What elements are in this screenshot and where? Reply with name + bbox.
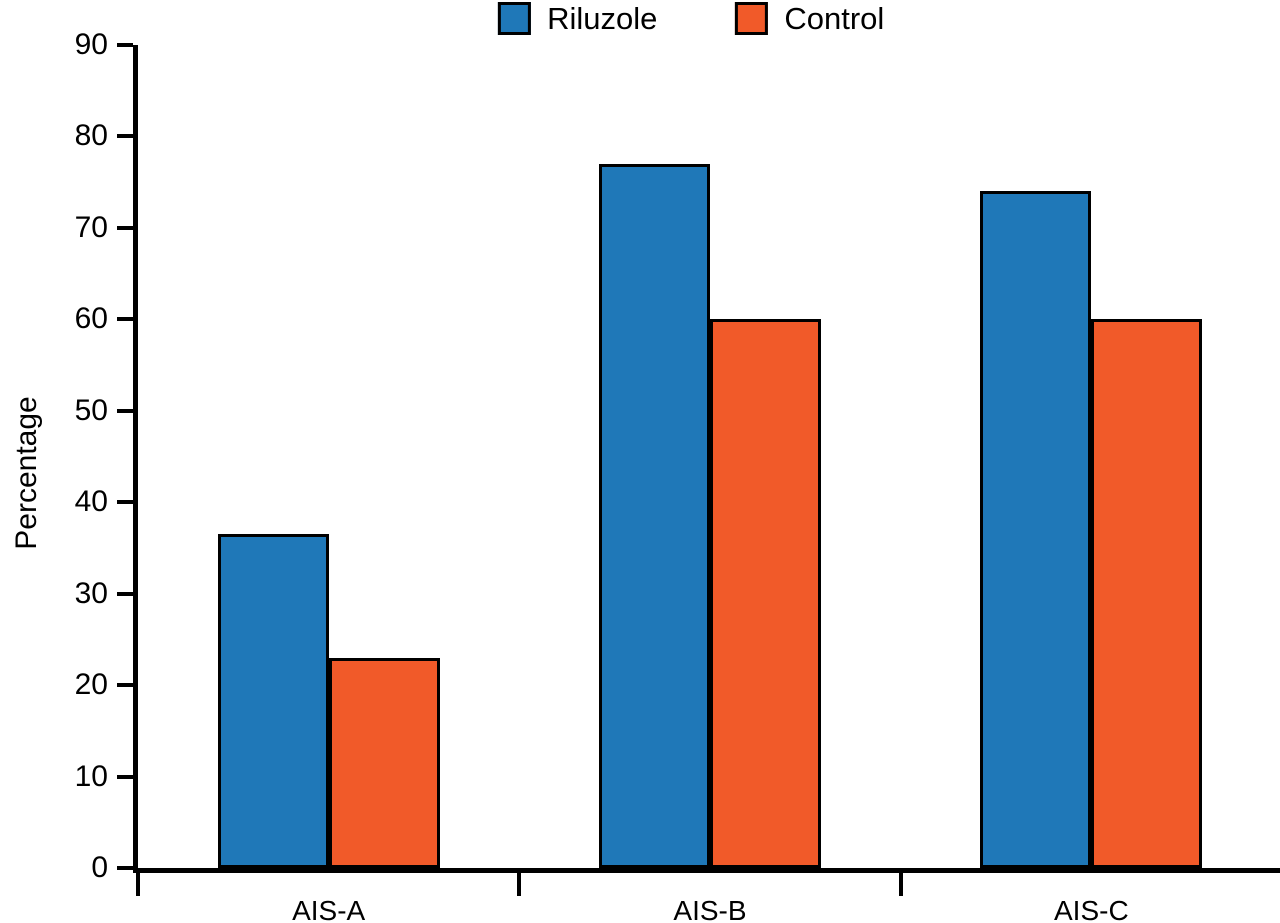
y-tick-label-0: 0 bbox=[91, 851, 108, 884]
legend-label-control: Control bbox=[784, 0, 885, 36]
y-tick-70 bbox=[117, 225, 133, 230]
legend-item-control: Control bbox=[735, 0, 885, 36]
legend-swatch-riluzole bbox=[498, 1, 532, 35]
y-tick-90 bbox=[117, 43, 133, 47]
y-tick-80 bbox=[117, 134, 133, 139]
y-tick-20 bbox=[117, 683, 133, 688]
y-tick-label-20: 20 bbox=[74, 668, 108, 702]
bar-riluzole-ais-a bbox=[217, 534, 329, 868]
bar-riluzole-ais-c bbox=[980, 191, 1092, 868]
y-tick-30 bbox=[117, 591, 133, 596]
y-tick-60 bbox=[117, 317, 133, 322]
bar-control-ais-b bbox=[710, 319, 821, 868]
y-tick-label-30: 30 bbox=[74, 576, 108, 610]
y-tick-label-60: 60 bbox=[74, 302, 108, 336]
y-tick-10 bbox=[117, 774, 133, 779]
legend-label-riluzole: Riluzole bbox=[547, 0, 658, 36]
x-tick-1 bbox=[517, 873, 522, 896]
y-tick-label-80: 80 bbox=[74, 119, 108, 153]
bar-control-ais-c bbox=[1091, 319, 1203, 868]
y-tick-label-40: 40 bbox=[74, 485, 108, 519]
bar-riluzole-ais-b bbox=[599, 163, 710, 868]
legend-swatch-control bbox=[735, 1, 769, 35]
y-tick-label-10: 10 bbox=[74, 759, 108, 793]
x-category-label-ais-c: AIS-C bbox=[1053, 895, 1129, 923]
x-category-label-ais-a: AIS-A bbox=[292, 895, 366, 923]
x-tick-0 bbox=[136, 873, 140, 896]
y-tick-0 bbox=[117, 866, 133, 870]
x-category-label-ais-b: AIS-B bbox=[673, 895, 747, 923]
plot-area: 0 10 20 30 40 50 60 70 80 90 AIS-A AIS-B AIS-C bbox=[75, 30, 1280, 923]
legend-item-riluzole: Riluzole bbox=[498, 0, 658, 36]
y-tick-label-50: 50 bbox=[74, 393, 108, 427]
y-tick-label-90: 90 bbox=[74, 28, 108, 61]
y-axis-title: Percentage bbox=[10, 396, 43, 550]
y-tick-50 bbox=[117, 408, 133, 413]
bar-control-ais-a bbox=[328, 657, 440, 868]
y-tick-label-70: 70 bbox=[74, 210, 108, 244]
chart-legend: Riluzole Control bbox=[498, 0, 884, 36]
x-tick-2 bbox=[898, 873, 903, 896]
y-tick-40 bbox=[117, 500, 133, 505]
